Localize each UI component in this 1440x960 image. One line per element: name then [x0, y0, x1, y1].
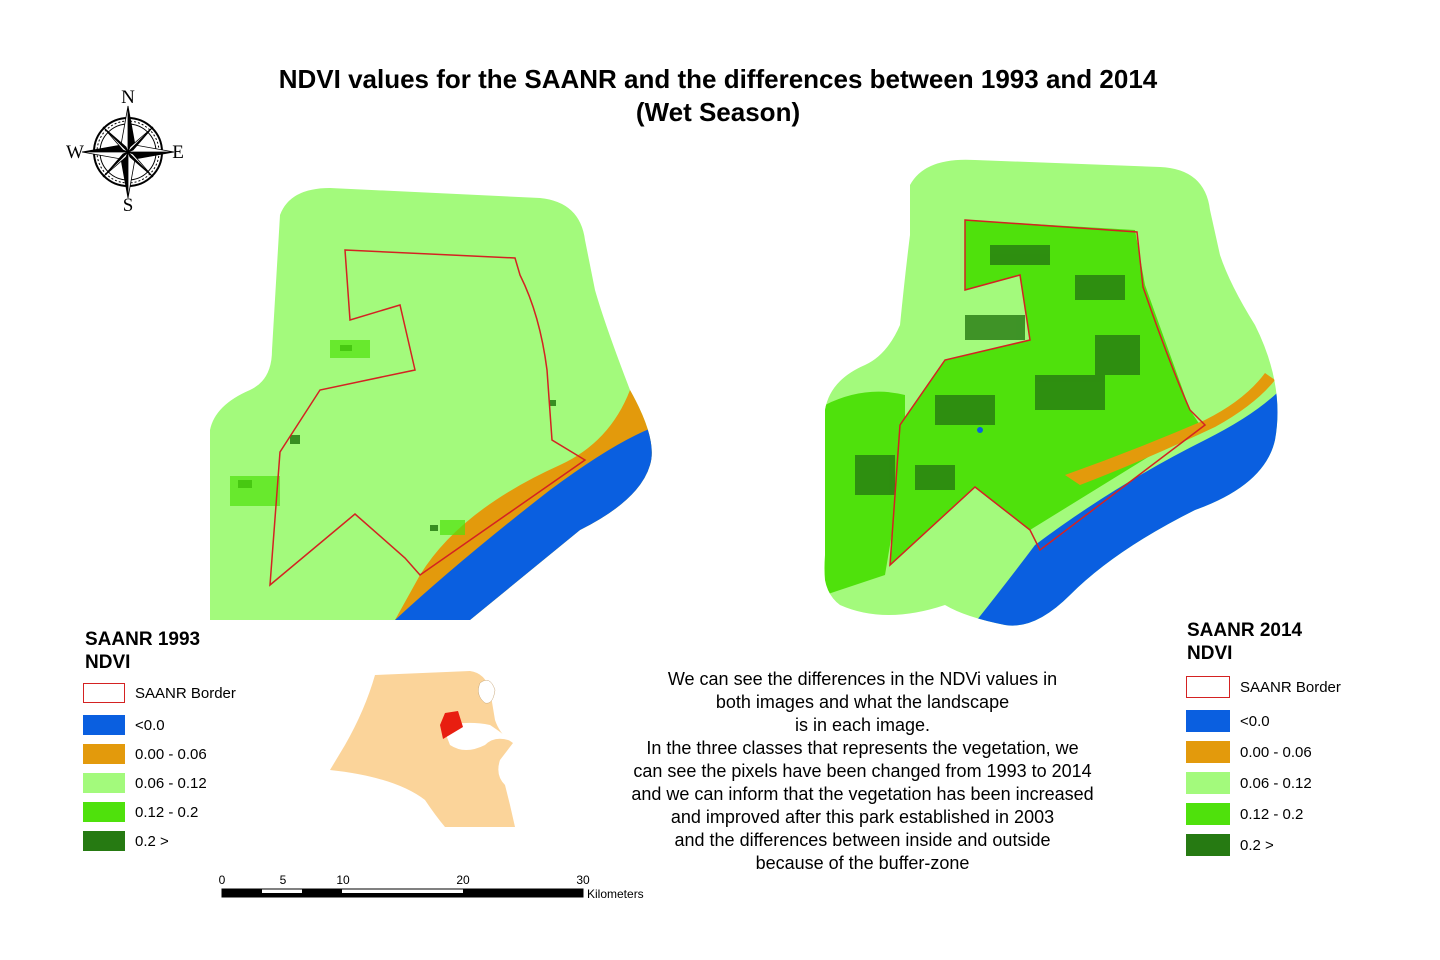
note-line: and improved after this park established…: [670, 807, 1055, 827]
note-line: and we can inform that the vegetation ha…: [631, 784, 1094, 804]
reserve-locator: [440, 711, 463, 739]
color-swatch: [1186, 741, 1230, 763]
legend-2014-item-02-plus: 0.2 >: [1186, 833, 1274, 857]
island: [478, 679, 496, 704]
color-swatch: [1186, 772, 1230, 794]
scale-tick-0: 0: [219, 873, 226, 887]
ndvi-map-2014: [824, 159, 1278, 626]
legend-2014-item-006-012: 0.06 - 0.12: [1186, 771, 1312, 795]
color-swatch: [83, 773, 125, 793]
legend-1993-item-000-006: 0.00 - 0.06: [83, 742, 207, 766]
compass-rose-icon: N S E W: [66, 87, 184, 215]
color-swatch: [1186, 710, 1230, 732]
legend-1993-item-012-02: 0.12 - 0.2: [83, 800, 198, 824]
explanation-text: We can see the differences in the NDVi v…: [580, 668, 1145, 875]
legend-label: <0.0: [1240, 712, 1270, 730]
note-line: both images and what the landscape: [715, 692, 1010, 712]
color-swatch: [83, 715, 125, 735]
map-title: NDVI values for the SAANR and the differ…: [278, 64, 1158, 94]
legend-1993-title-line1: SAANR 1993: [85, 629, 201, 650]
scale-tick-10: 10: [336, 873, 350, 887]
note-line: and the differences between inside and o…: [674, 830, 1051, 850]
legend-2014-item-000-006: 0.00 - 0.06: [1186, 740, 1312, 764]
kuwait-locator-map: [330, 671, 515, 827]
legend-2014-item-border: SAANR Border: [1186, 675, 1341, 699]
legend-2014-title-line2: NDVI: [1187, 643, 1233, 664]
border-swatch: [83, 683, 125, 703]
scale-tick-5: 5: [280, 873, 287, 887]
note-line: is in each image.: [794, 715, 931, 735]
legend-label: 0.06 - 0.12: [1240, 774, 1312, 792]
compass-s: S: [123, 195, 134, 215]
ndvi-map-1993: [210, 188, 652, 620]
kuwait-outline: [330, 671, 515, 827]
map-subtitle: (Wet Season): [635, 97, 801, 127]
legend-label: 0.12 - 0.2: [1240, 805, 1304, 823]
legend-label: 0.2 >: [135, 832, 169, 850]
legend-label: SAANR Border: [135, 684, 236, 702]
note-line: In the three classes that represents the…: [646, 738, 1079, 758]
legend-1993-item-border: SAANR Border: [83, 681, 236, 705]
color-swatch: [1186, 834, 1230, 856]
compass-e: E: [172, 142, 184, 163]
border-swatch: [1186, 676, 1230, 698]
scale-bar: 0 5 10 20 30 Kilometers: [219, 873, 644, 901]
compass-w: W: [66, 142, 84, 163]
legend-1993-item-below-zero: <0.0: [83, 713, 165, 737]
note-line: can see the pixels have been changed fro…: [633, 761, 1092, 781]
legend-label: SAANR Border: [1240, 678, 1341, 696]
saanr-border-1993: [269, 249, 587, 587]
legend-label: 0.06 - 0.12: [135, 774, 207, 792]
color-swatch: [1186, 803, 1230, 825]
legend-1993-item-006-012: 0.06 - 0.12: [83, 771, 207, 795]
scale-tick-30: 30: [576, 873, 590, 887]
color-swatch: [83, 744, 125, 764]
legend-1993-title-line2: NDVI: [85, 652, 131, 673]
legend-label: 0.2 >: [1240, 836, 1274, 854]
color-swatch: [83, 831, 125, 851]
legend-2014-title: SAANR 2014 NDVI: [1187, 619, 1302, 665]
legend-2014-item-below-zero: <0.0: [1186, 709, 1270, 733]
legend-1993-item-02-plus: 0.2 >: [83, 829, 169, 853]
kuwait-bay: [443, 722, 511, 750]
scale-unit: Kilometers: [587, 887, 644, 901]
legend-label: <0.0: [135, 716, 165, 734]
legend-label: 0.12 - 0.2: [135, 803, 199, 821]
saanr-border-2014: [889, 219, 1207, 567]
legend-1993-title: SAANR 1993 NDVI: [85, 628, 200, 674]
legend-label: 0.00 - 0.06: [1240, 743, 1312, 761]
legend-2014-title-line1: SAANR 2014: [1187, 620, 1303, 641]
coastal-sand-2014: [1065, 373, 1275, 485]
color-swatch: [83, 802, 125, 822]
legend-label: 0.00 - 0.06: [135, 745, 207, 763]
compass-n: N: [121, 87, 135, 108]
scale-tick-20: 20: [456, 873, 470, 887]
land-area-1993: [210, 188, 652, 620]
legend-2014-item-012-02: 0.12 - 0.2: [1186, 802, 1303, 826]
note-line: We can see the differences in the NDVi v…: [667, 669, 1058, 689]
note-line: because of the buffer-zone: [755, 853, 970, 873]
